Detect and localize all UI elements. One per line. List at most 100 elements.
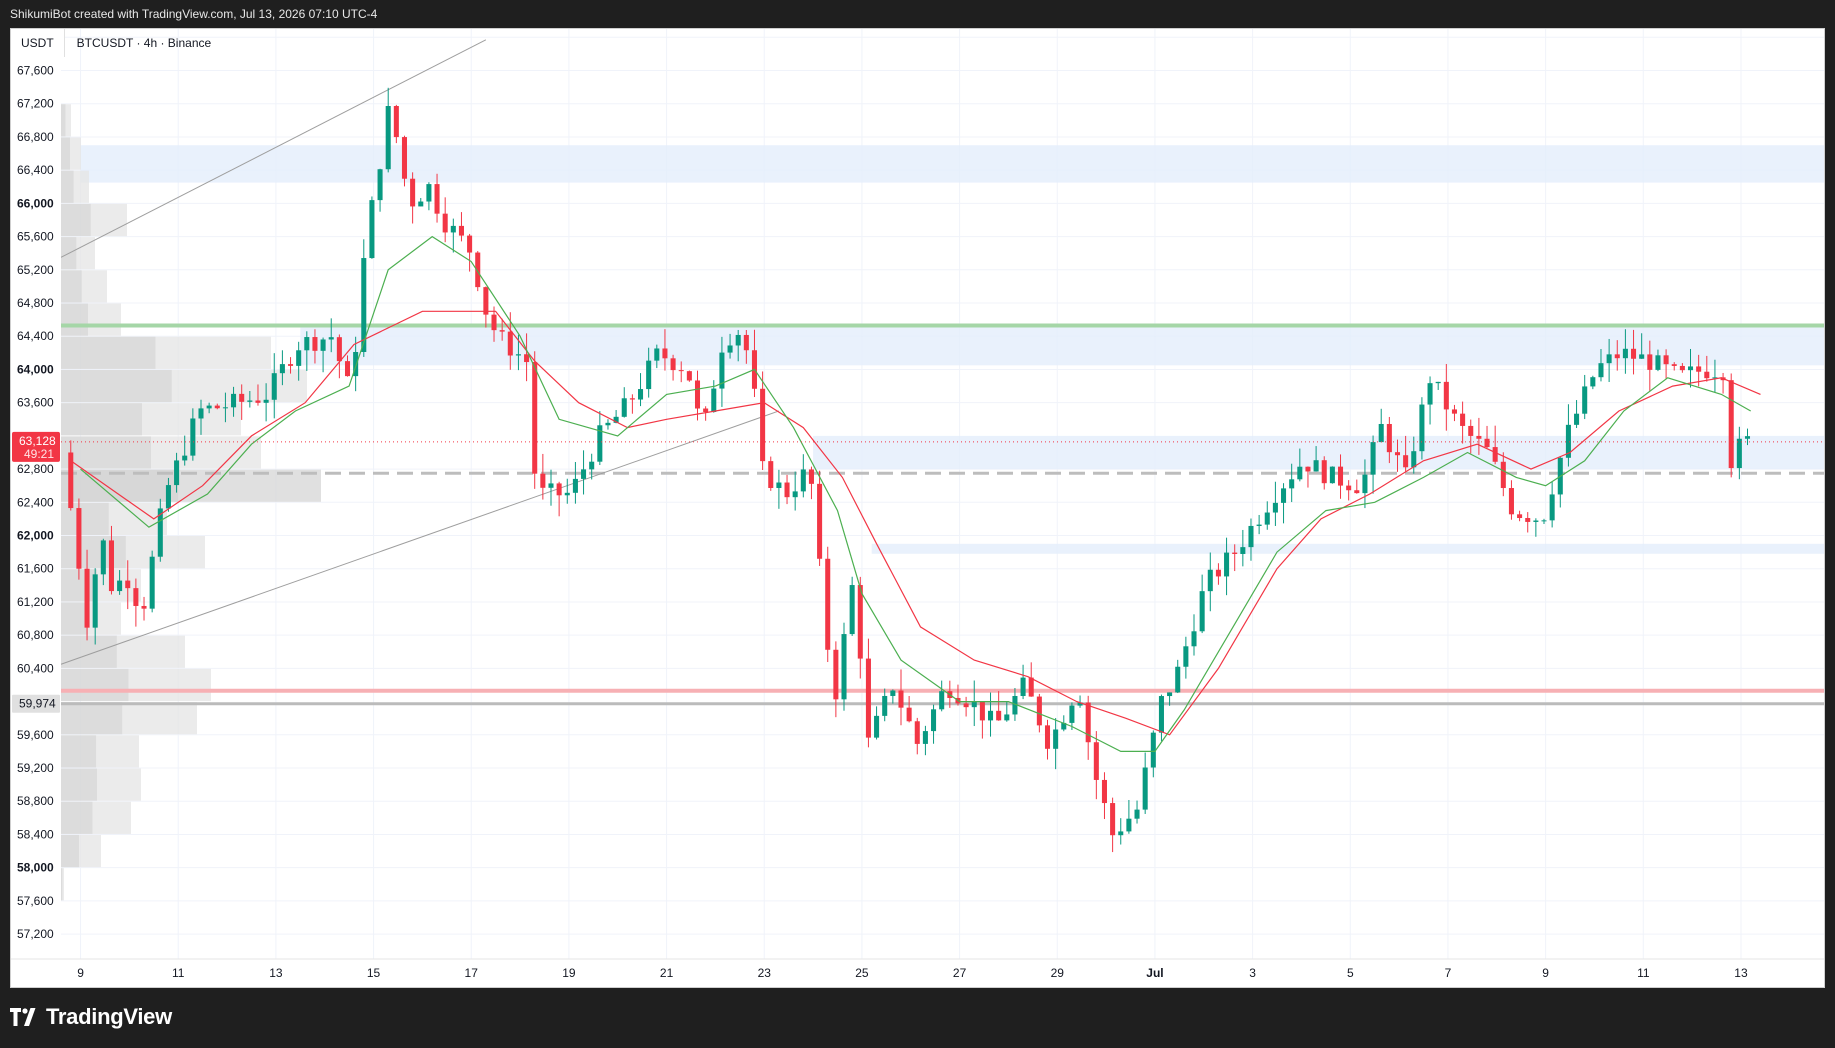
- footer-bar: TradingView: [0, 988, 1835, 1048]
- candle-body: [1451, 409, 1457, 414]
- candle-body: [914, 721, 920, 744]
- candle-body: [499, 330, 505, 332]
- candle-body: [1663, 355, 1669, 365]
- candle-body: [540, 473, 546, 488]
- candle-body: [1394, 452, 1401, 456]
- volume-profile-bar-core: [61, 170, 74, 203]
- volume-profile-bar-core: [61, 768, 97, 801]
- candle-body: [1704, 371, 1710, 379]
- candle-body: [141, 605, 147, 609]
- x-tick-label: 5: [1347, 966, 1354, 980]
- candle-body: [1191, 631, 1197, 647]
- candle-body: [865, 658, 871, 738]
- candle-body: [825, 558, 831, 650]
- candle-body: [401, 137, 408, 179]
- candle-body: [483, 287, 489, 315]
- candle-body: [817, 483, 823, 559]
- candle-body: [1647, 354, 1653, 370]
- y-tick-label: 66,800: [17, 130, 54, 144]
- y-tick-label: 58,800: [17, 794, 54, 808]
- chart-frame[interactable]: 57,200 57,600 58,000 58,400 58,800 59,200 59,6…: [10, 28, 1825, 988]
- candle-body: [458, 225, 464, 236]
- candle-body: [686, 371, 692, 381]
- volume-profile-bar-core: [61, 635, 117, 668]
- volume-profile-bar-core: [61, 702, 123, 735]
- candle-body: [271, 373, 277, 400]
- y-tick-label: 67,600: [17, 64, 54, 78]
- candle-body: [996, 710, 1002, 721]
- levels: [61, 323, 1824, 706]
- candle-body: [678, 370, 684, 372]
- candle-body: [1183, 646, 1189, 667]
- candle-body: [1069, 705, 1075, 723]
- y-tick-label: 60,800: [17, 628, 54, 642]
- candle-body: [1631, 348, 1637, 359]
- candle-body: [92, 574, 98, 628]
- candle-body: [182, 455, 188, 461]
- candle-body: [1028, 677, 1034, 697]
- candle-body: [1525, 518, 1531, 522]
- y-tick-label: 61,600: [17, 562, 54, 576]
- candle-body: [1517, 514, 1523, 519]
- candle-body: [68, 452, 74, 509]
- y-tick-label: 60,400: [17, 661, 54, 675]
- candle-body: [255, 400, 261, 403]
- symbol-label[interactable]: BTCUSDT · 4h · Binance: [76, 36, 212, 50]
- x-tick-label: 15: [367, 966, 381, 980]
- candle-body: [320, 339, 326, 351]
- moving-average-slow: [70, 310, 1761, 736]
- candle-body: [198, 408, 204, 419]
- candle-body: [719, 352, 725, 389]
- candle-body: [808, 469, 814, 484]
- candle-body: [711, 388, 717, 413]
- volume-profile-bar-core: [61, 602, 88, 635]
- x-tick-label: 11: [172, 966, 185, 980]
- x-tick-label: 25: [855, 966, 869, 980]
- candle-body: [1012, 696, 1018, 715]
- candle-body: [190, 418, 196, 456]
- currency-label[interactable]: USDT: [11, 29, 65, 57]
- candle-body: [304, 337, 310, 351]
- lower-trendline: [60, 410, 780, 665]
- volume-profile-bar: [61, 104, 71, 137]
- candle-body: [1061, 722, 1067, 730]
- resistance-zone: [300, 326, 1824, 366]
- candle-body: [1158, 696, 1164, 733]
- volume-profile-bar-core: [61, 834, 79, 868]
- candle-body: [1484, 438, 1490, 448]
- candle-body: [1224, 552, 1230, 577]
- candle-body: [1744, 436, 1751, 439]
- candle-body: [1500, 461, 1506, 489]
- zones: [80, 145, 1824, 554]
- candle-body: [1313, 460, 1319, 472]
- candle-body: [792, 491, 798, 498]
- candle-body: [108, 540, 114, 592]
- candle-body: [1639, 354, 1645, 359]
- candle-body: [125, 580, 131, 589]
- candle-body: [450, 225, 456, 233]
- candle-body: [239, 393, 245, 402]
- candle-body: [369, 200, 375, 259]
- candle-body: [1443, 381, 1449, 410]
- y-tick-label: 64,800: [17, 296, 54, 310]
- price-chart[interactable]: 57,200 57,600 58,000 58,400 58,800 59,200 59,6…: [11, 29, 1824, 987]
- candle-body: [1533, 520, 1539, 522]
- y-tick-label: 65,600: [17, 230, 54, 244]
- candle-body: [1468, 425, 1474, 436]
- candle-body: [906, 707, 912, 722]
- candle-body: [1142, 767, 1148, 810]
- candle-body: [1077, 702, 1083, 706]
- tradingview-logo[interactable]: TradingView: [10, 1004, 172, 1030]
- x-tick-label: 11: [1637, 966, 1650, 980]
- y-tick-label: 66,000: [17, 196, 54, 210]
- candle-body: [1264, 512, 1270, 525]
- chart-header: USDT BTCUSDT · 4h · Binance: [11, 29, 211, 57]
- candle-body: [1386, 423, 1392, 453]
- candle-body: [589, 461, 595, 470]
- candle-body: [491, 314, 497, 331]
- candle-body: [133, 588, 139, 606]
- candle-body: [1248, 525, 1254, 548]
- volume-profile-bar-core: [61, 502, 109, 536]
- candle-body: [279, 364, 285, 374]
- candle-body: [418, 201, 424, 207]
